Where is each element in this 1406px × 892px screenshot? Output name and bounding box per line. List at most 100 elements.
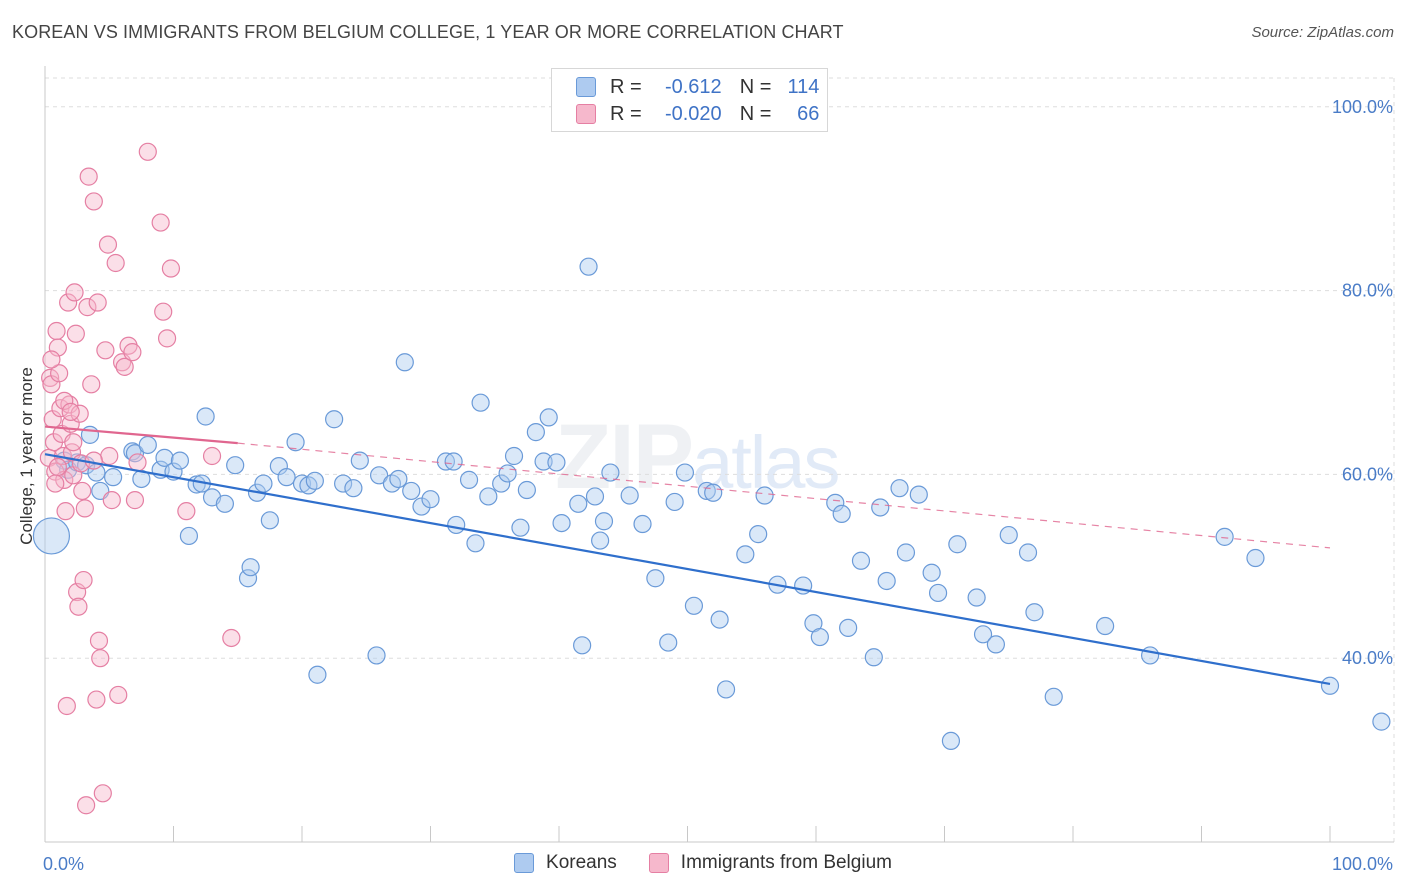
korean-point bbox=[104, 468, 123, 487]
legend-item-belgium[interactable]: Immigrants from Belgium bbox=[648, 852, 892, 874]
legend-label-belgium: Immigrants from Belgium bbox=[680, 852, 892, 873]
n-label: N = bbox=[739, 75, 772, 98]
korean-point bbox=[704, 483, 723, 502]
korean-point bbox=[32, 517, 71, 555]
korean-point bbox=[534, 452, 553, 471]
korean-point bbox=[585, 487, 605, 506]
correlation-legend: R = -0.612 N = 114 R = -0.020 N = 66 bbox=[551, 68, 828, 132]
belgium-point bbox=[41, 368, 60, 387]
korean-point bbox=[1246, 548, 1265, 568]
belgium-point bbox=[138, 142, 157, 161]
r-value: -0.612 bbox=[664, 75, 722, 98]
korean-point bbox=[492, 474, 511, 493]
r-value: -0.020 bbox=[664, 102, 722, 125]
korean-point bbox=[539, 408, 558, 427]
korean-point bbox=[552, 513, 571, 533]
belgium-point bbox=[125, 491, 145, 510]
korean-point bbox=[890, 479, 909, 498]
korean-point bbox=[367, 646, 386, 665]
korean-point bbox=[382, 474, 402, 493]
korean-point bbox=[498, 464, 517, 483]
belgium-point bbox=[84, 192, 103, 211]
r-label: R = bbox=[610, 102, 642, 125]
koreans-swatch bbox=[576, 77, 596, 97]
korean-point bbox=[466, 534, 485, 553]
belgium-point bbox=[42, 350, 61, 369]
watermark-atlas: atlas bbox=[692, 421, 840, 504]
belgium-point bbox=[222, 628, 241, 648]
belgium-point bbox=[100, 446, 119, 466]
y-tick-label: 100.0% bbox=[1332, 97, 1393, 117]
belgium-point bbox=[82, 375, 101, 394]
korean-point bbox=[579, 257, 598, 276]
y-axis-label: College, 1 year or more bbox=[17, 367, 36, 545]
korean-point bbox=[909, 485, 928, 504]
koreans-swatch bbox=[514, 853, 535, 873]
korean-point bbox=[308, 665, 327, 684]
belgium-point bbox=[102, 491, 121, 510]
x-tick-label: 100.0% bbox=[1332, 854, 1393, 874]
korean-point bbox=[1320, 676, 1340, 695]
korean-point bbox=[826, 493, 845, 512]
korean-point bbox=[591, 531, 610, 550]
korean-point bbox=[675, 463, 695, 482]
korean-point bbox=[871, 498, 890, 517]
belgium-point bbox=[202, 446, 222, 466]
belgium-point bbox=[151, 213, 170, 232]
chart-title: KOREAN VS IMMIGRANTS FROM BELGIUM COLLEG… bbox=[12, 22, 844, 42]
korean-point bbox=[526, 423, 545, 442]
belgium-swatch bbox=[648, 853, 669, 873]
korean-point bbox=[594, 512, 614, 531]
belgium-point bbox=[48, 457, 67, 477]
korean-point bbox=[633, 514, 652, 534]
korean-point bbox=[421, 490, 440, 509]
korean-point bbox=[973, 625, 993, 644]
korean-point bbox=[810, 627, 829, 647]
korean-point bbox=[436, 452, 456, 471]
korean-point bbox=[504, 446, 524, 466]
belgium-trend-dashed bbox=[237, 442, 1331, 549]
korean-point bbox=[260, 511, 279, 530]
belgium-point bbox=[109, 685, 128, 705]
korean-point bbox=[1044, 687, 1063, 706]
korean-point bbox=[547, 453, 566, 472]
belgium-point bbox=[66, 324, 85, 343]
legend-row-koreans: R = -0.612 N = 114 bbox=[576, 75, 819, 99]
korean-point bbox=[569, 494, 588, 513]
belgium-point bbox=[106, 253, 125, 273]
y-tick-label: 60.0% bbox=[1342, 464, 1393, 484]
belgium-point bbox=[47, 321, 66, 341]
r-label: R = bbox=[610, 75, 642, 98]
belgium-point bbox=[79, 167, 98, 186]
x-tick-label: 0.0% bbox=[43, 854, 84, 874]
korean-point bbox=[389, 469, 408, 489]
korean-point bbox=[922, 563, 941, 582]
belgium-point bbox=[96, 341, 115, 360]
belgium-point bbox=[65, 283, 84, 302]
belgium-point bbox=[177, 502, 196, 521]
korean-point bbox=[179, 526, 199, 546]
legend-item-koreans[interactable]: Koreans bbox=[514, 852, 617, 874]
belgium-point bbox=[64, 433, 83, 452]
belgium-point bbox=[56, 502, 75, 521]
korean-point bbox=[1096, 616, 1115, 636]
korean-point bbox=[620, 486, 639, 505]
korean-point bbox=[138, 435, 157, 455]
korean-point bbox=[471, 393, 490, 412]
belgium-point bbox=[84, 451, 103, 470]
belgium-point bbox=[75, 499, 94, 518]
korean-point bbox=[896, 543, 916, 562]
korean-point bbox=[659, 633, 678, 652]
korean-point bbox=[948, 535, 967, 554]
korean-point bbox=[999, 525, 1018, 545]
belgium-point bbox=[154, 302, 173, 321]
belgium-trend-line bbox=[44, 425, 238, 445]
korean-point bbox=[697, 481, 716, 501]
n-value: 114 bbox=[787, 75, 820, 98]
belgium-point bbox=[91, 649, 110, 668]
korean-point bbox=[325, 410, 344, 429]
korean-point bbox=[123, 442, 142, 461]
legend-row-belgium: R = -0.020 N = 66 bbox=[576, 102, 819, 126]
korean-point bbox=[511, 518, 530, 537]
